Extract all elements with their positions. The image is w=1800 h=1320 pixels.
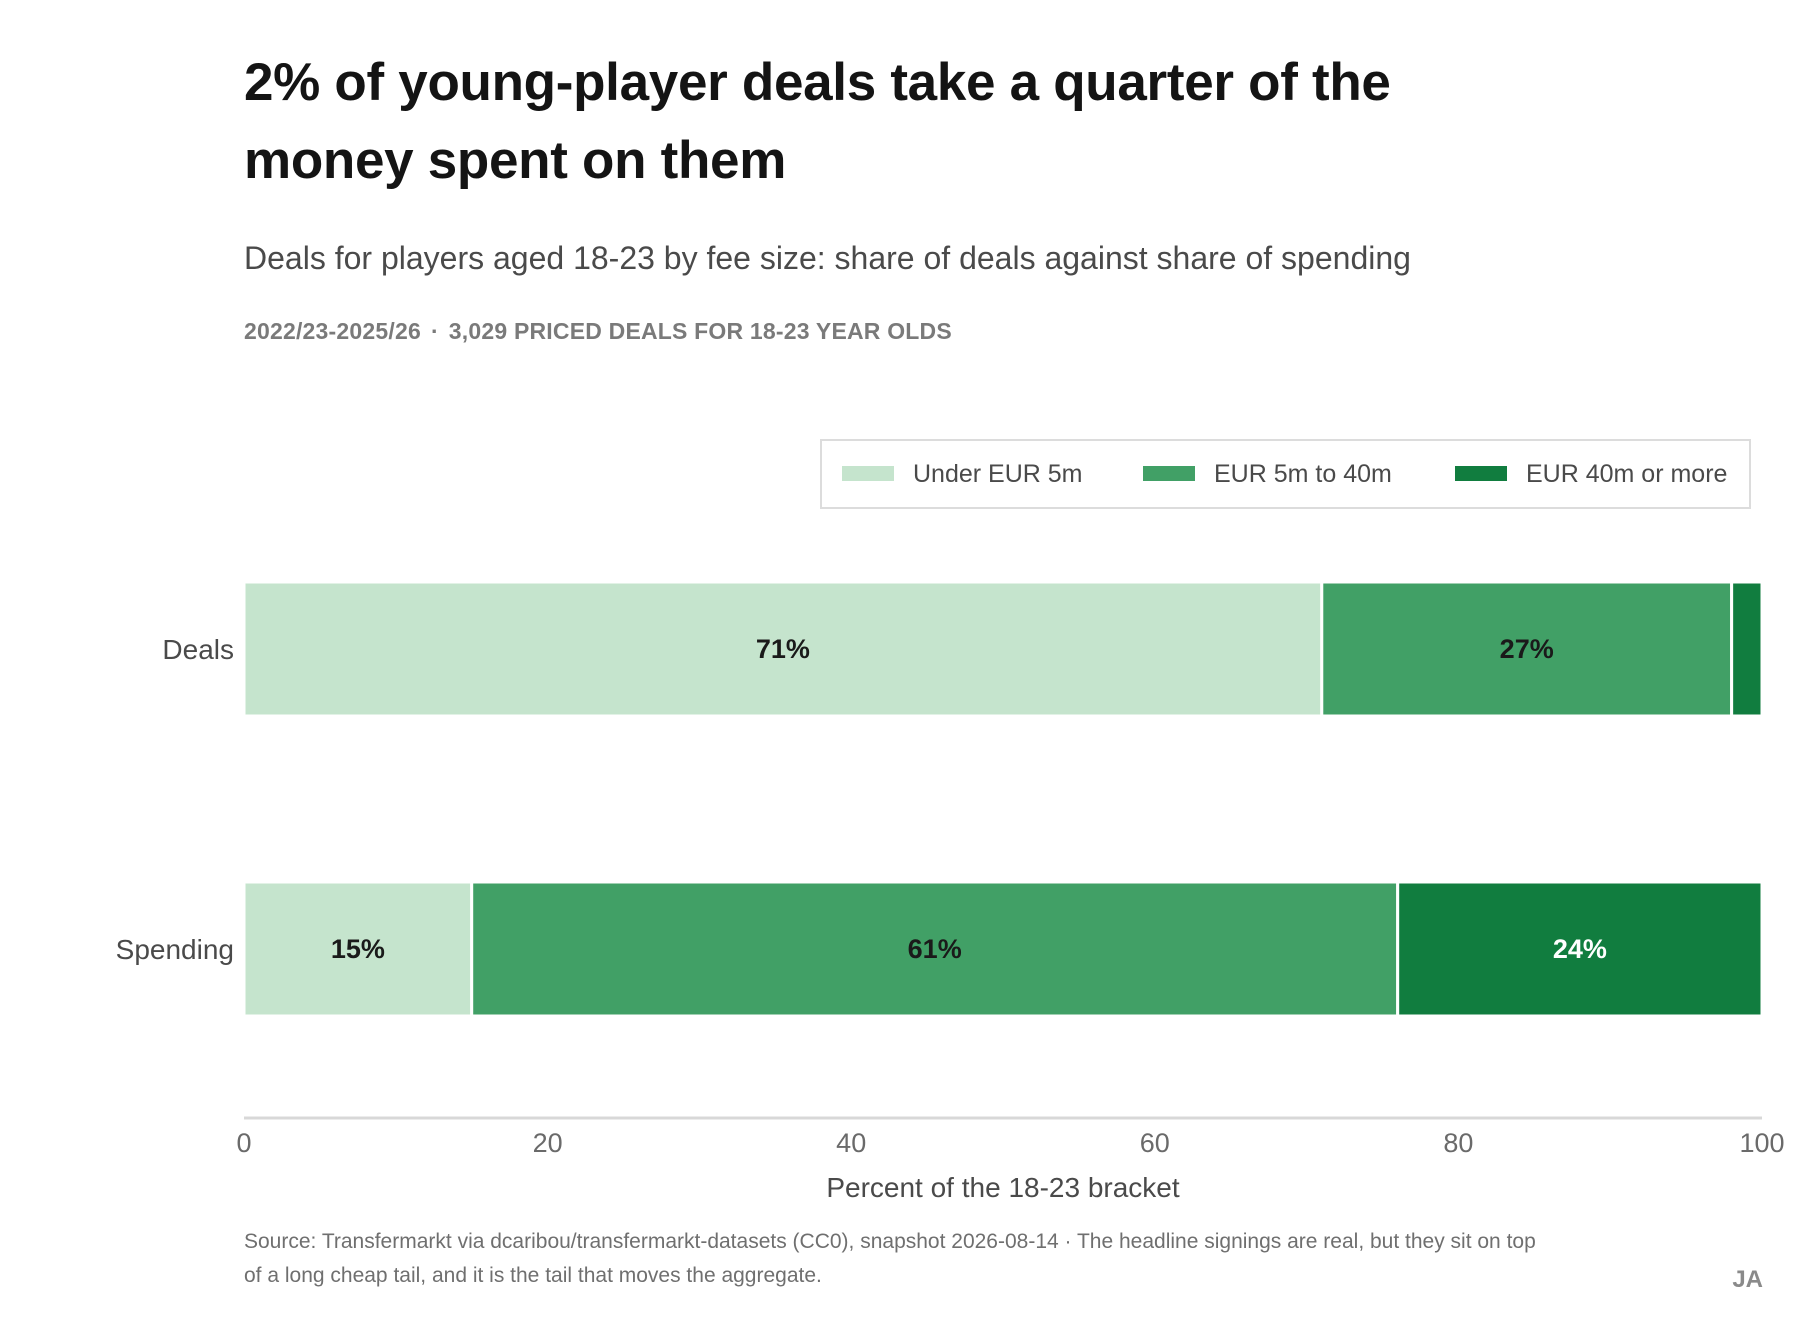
bar-segment [242, 580, 1324, 718]
x-tick-label: 60 [1140, 1128, 1170, 1158]
chart-subtitle: Deals for players aged 18-23 by fee size… [244, 240, 1411, 276]
author-badge: JA [1732, 1266, 1763, 1293]
x-tick-label: 40 [836, 1128, 866, 1158]
chart-meta: 2022/23-2025/26 · 3,029 PRICED DEALS FOR 1… [244, 318, 952, 345]
data-label: 27% [1500, 634, 1554, 664]
bar-segment [1320, 580, 1734, 718]
data-label: 71% [756, 634, 810, 664]
source-note: Source: Transfermarkt via dcaribou/trans… [244, 1230, 1536, 1287]
bar-segment [470, 880, 1400, 1018]
meta-count: 3,029 PRICED DEALS FOR 18-23 YEAR OLDS [448, 318, 952, 344]
x-tick-label: 0 [236, 1128, 251, 1158]
x-tick-label: 80 [1443, 1128, 1473, 1158]
x-tick-label: 20 [533, 1128, 563, 1158]
legend-label: EUR 40m or more [1526, 460, 1727, 488]
x-axis-title: Percent of the 18-23 bracket [826, 1172, 1180, 1203]
meta-separator: · [430, 318, 439, 344]
data-label: 15% [331, 934, 385, 964]
legend-box [820, 439, 1751, 509]
category-label: Spending [116, 934, 234, 965]
bar-segment [242, 880, 474, 1018]
legend-swatch [842, 466, 894, 481]
meta-period: 2022/23-2025/26 [244, 318, 421, 344]
data-label: 61% [908, 934, 962, 964]
legend-label: EUR 5m to 40m [1214, 460, 1392, 488]
chart-title: 2% of young-player deals take a quarter … [244, 53, 1391, 190]
legend-label: Under EUR 5m [913, 460, 1083, 488]
category-label: Deals [162, 634, 234, 665]
legend-swatch [1143, 466, 1195, 481]
bar-segment [1730, 580, 1764, 718]
data-label: 24% [1553, 934, 1607, 964]
bar-segment [1396, 880, 1764, 1018]
legend-swatch [1455, 466, 1507, 481]
x-tick-label: 100 [1739, 1128, 1784, 1158]
